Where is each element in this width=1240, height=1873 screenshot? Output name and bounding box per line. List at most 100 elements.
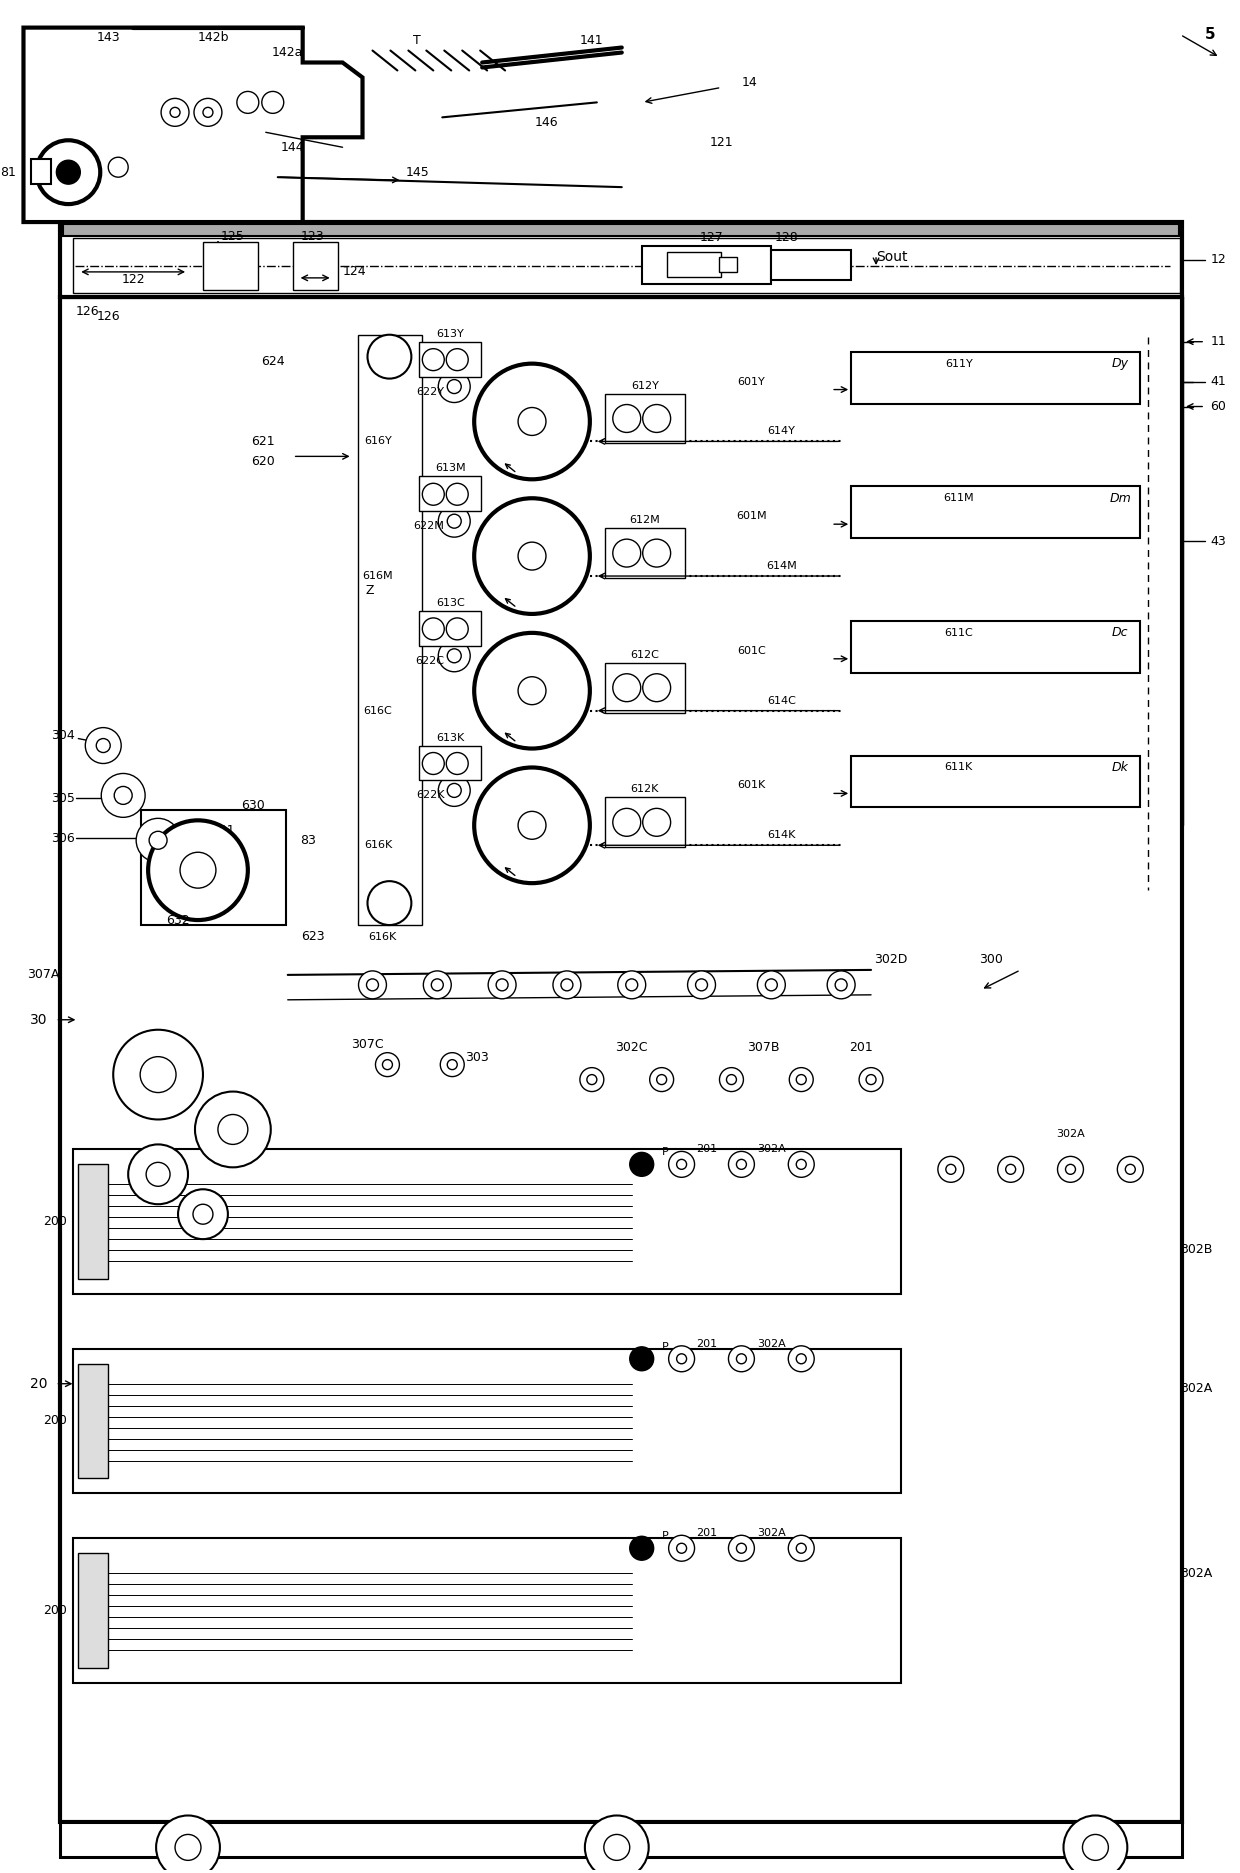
Circle shape	[175, 1834, 201, 1860]
Circle shape	[195, 1092, 270, 1167]
Circle shape	[937, 1156, 963, 1182]
Text: 302A: 302A	[1180, 1382, 1213, 1395]
Text: Dm: Dm	[1110, 493, 1131, 504]
Text: 142a: 142a	[272, 47, 304, 60]
Circle shape	[737, 1354, 746, 1364]
Circle shape	[423, 753, 444, 774]
Circle shape	[438, 641, 470, 672]
Circle shape	[193, 1204, 213, 1225]
Circle shape	[668, 1347, 694, 1371]
Text: 601M: 601M	[737, 511, 766, 521]
Circle shape	[642, 405, 671, 433]
Text: 302A: 302A	[756, 1144, 786, 1154]
Circle shape	[149, 832, 167, 848]
Text: 20: 20	[30, 1377, 47, 1392]
Circle shape	[146, 1163, 170, 1186]
Text: 302A: 302A	[1056, 1129, 1085, 1139]
Circle shape	[677, 1543, 687, 1553]
Circle shape	[446, 483, 469, 506]
Circle shape	[489, 970, 516, 998]
Circle shape	[580, 1068, 604, 1092]
Text: 122: 122	[122, 273, 145, 287]
Text: 616K: 616K	[365, 841, 392, 850]
Text: 611Y: 611Y	[945, 358, 972, 369]
Circle shape	[1064, 1815, 1127, 1873]
Bar	[419, 745, 481, 781]
Circle shape	[518, 541, 546, 569]
Circle shape	[737, 1543, 746, 1553]
Circle shape	[613, 405, 641, 433]
Bar	[141, 811, 285, 925]
Text: 612K: 612K	[630, 785, 658, 794]
Circle shape	[727, 1075, 737, 1084]
Text: 601Y: 601Y	[738, 376, 765, 386]
Bar	[605, 393, 684, 444]
Circle shape	[237, 92, 259, 114]
Circle shape	[148, 820, 248, 920]
Text: 305: 305	[51, 792, 76, 805]
Circle shape	[382, 1060, 392, 1069]
Text: 616C: 616C	[363, 706, 392, 715]
Bar	[73, 1538, 901, 1682]
Circle shape	[765, 980, 777, 991]
Text: 201: 201	[849, 1041, 873, 1054]
Circle shape	[946, 1165, 956, 1174]
Text: 60: 60	[1210, 401, 1226, 414]
Circle shape	[448, 1060, 458, 1069]
Bar	[719, 257, 738, 272]
Circle shape	[367, 880, 412, 925]
Circle shape	[827, 970, 856, 998]
Circle shape	[668, 1536, 694, 1562]
Text: 616M: 616M	[362, 571, 392, 581]
Bar	[771, 249, 851, 279]
Text: 81: 81	[0, 165, 16, 178]
Circle shape	[518, 676, 546, 704]
Text: 622K: 622K	[415, 790, 444, 800]
Text: 614Y: 614Y	[768, 427, 795, 436]
Text: 302C: 302C	[615, 1041, 649, 1054]
Bar	[357, 335, 423, 925]
Circle shape	[446, 618, 469, 641]
Text: 11: 11	[1210, 335, 1226, 348]
Circle shape	[728, 1347, 754, 1371]
Circle shape	[613, 539, 641, 568]
Text: 302B: 302B	[1180, 1242, 1213, 1255]
Circle shape	[376, 1053, 399, 1077]
Text: 14: 14	[742, 77, 758, 88]
Text: Dy: Dy	[1112, 358, 1128, 371]
Circle shape	[789, 1152, 815, 1178]
Text: 307A: 307A	[27, 968, 60, 981]
Circle shape	[998, 1156, 1023, 1182]
Circle shape	[440, 1053, 464, 1077]
Circle shape	[496, 980, 508, 991]
Circle shape	[585, 1815, 649, 1873]
Text: 121: 121	[709, 135, 733, 148]
Text: 622Y: 622Y	[417, 386, 444, 397]
Circle shape	[448, 515, 461, 528]
Circle shape	[203, 107, 213, 118]
Circle shape	[737, 1159, 746, 1169]
Circle shape	[796, 1075, 806, 1084]
Circle shape	[179, 1189, 228, 1240]
Circle shape	[613, 674, 641, 702]
Circle shape	[438, 371, 470, 403]
Bar	[78, 1364, 108, 1478]
Text: 30: 30	[30, 1013, 47, 1026]
Circle shape	[796, 1159, 806, 1169]
Circle shape	[630, 1152, 653, 1176]
Circle shape	[553, 970, 580, 998]
Text: 614K: 614K	[768, 830, 796, 841]
Text: 43: 43	[1210, 534, 1226, 547]
Circle shape	[728, 1152, 754, 1178]
Bar	[73, 238, 1180, 292]
Circle shape	[789, 1347, 815, 1371]
Circle shape	[696, 980, 708, 991]
Text: T: T	[413, 34, 422, 47]
Text: 613K: 613K	[436, 732, 465, 742]
Circle shape	[518, 811, 546, 839]
Text: 200: 200	[43, 1216, 67, 1227]
Text: 620: 620	[250, 455, 275, 468]
Text: 142b: 142b	[197, 32, 228, 45]
Text: 306: 306	[52, 832, 76, 845]
Circle shape	[650, 1068, 673, 1092]
